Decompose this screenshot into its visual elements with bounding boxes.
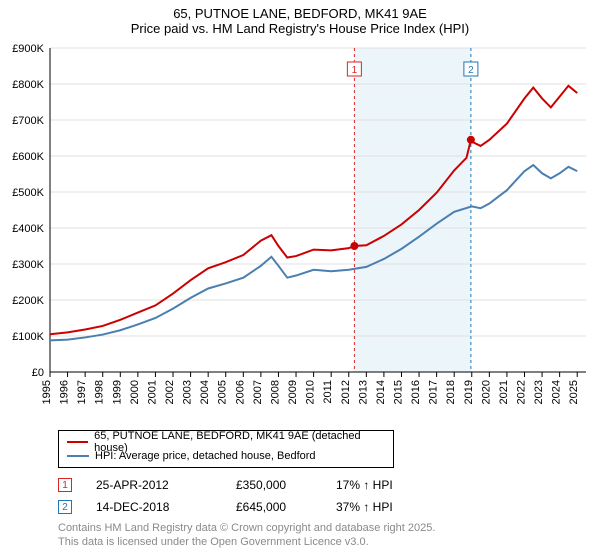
footer-line2: This data is licensed under the Open Gov…	[58, 536, 435, 550]
svg-text:2019: 2019	[463, 380, 475, 404]
legend-row-price-paid: 65, PUTNOE LANE, BEDFORD, MK41 9AE (deta…	[67, 435, 385, 449]
svg-text:2020: 2020	[480, 380, 492, 404]
svg-text:£200K: £200K	[12, 295, 44, 307]
svg-text:2015: 2015	[392, 380, 404, 404]
svg-text:2007: 2007	[252, 380, 264, 404]
sale-badge-1: 1	[58, 478, 72, 492]
footer-note: Contains HM Land Registry data © Crown c…	[58, 522, 435, 550]
svg-text:2022: 2022	[515, 380, 527, 404]
legend-label-1: HPI: Average price, detached house, Bedf…	[95, 450, 316, 462]
sale-badge-2: 2	[58, 500, 72, 514]
svg-text:2: 2	[468, 65, 474, 76]
svg-text:1996: 1996	[59, 380, 71, 404]
legend: 65, PUTNOE LANE, BEDFORD, MK41 9AE (deta…	[58, 430, 394, 468]
sale-price-2: £645,000	[236, 500, 336, 514]
legend-swatch-0	[67, 441, 88, 443]
figure-root: 65, PUTNOE LANE, BEDFORD, MK41 9AE Price…	[0, 0, 600, 560]
svg-text:1999: 1999	[111, 380, 123, 404]
sale-pct-1: 17% ↑ HPI	[336, 478, 436, 492]
sale-date-1: 25-APR-2012	[96, 478, 236, 492]
svg-text:2013: 2013	[357, 380, 369, 404]
svg-text:2025: 2025	[568, 380, 580, 404]
title-line1: 65, PUTNOE LANE, BEDFORD, MK41 9AE	[0, 6, 600, 21]
svg-text:2021: 2021	[498, 380, 510, 404]
sale-row-2: 2 14-DEC-2018 £645,000 37% ↑ HPI	[58, 496, 436, 518]
svg-text:2023: 2023	[533, 380, 545, 404]
svg-text:2012: 2012	[340, 380, 352, 404]
svg-text:1: 1	[352, 65, 358, 76]
legend-swatch-1	[67, 455, 89, 457]
sale-row-1: 1 25-APR-2012 £350,000 17% ↑ HPI	[58, 474, 436, 496]
svg-text:1997: 1997	[76, 380, 88, 404]
svg-text:2011: 2011	[322, 380, 334, 404]
title-block: 65, PUTNOE LANE, BEDFORD, MK41 9AE Price…	[0, 0, 600, 38]
svg-text:2024: 2024	[551, 380, 563, 404]
title-line2: Price paid vs. HM Land Registry's House …	[0, 21, 600, 36]
svg-text:1998: 1998	[94, 380, 106, 404]
sale-annotations: 1 25-APR-2012 £350,000 17% ↑ HPI 2 14-DE…	[58, 474, 436, 518]
svg-text:£400K: £400K	[12, 223, 44, 235]
svg-text:£0: £0	[32, 367, 44, 379]
footer-line1: Contains HM Land Registry data © Crown c…	[58, 522, 435, 536]
svg-text:£500K: £500K	[12, 187, 44, 199]
svg-text:2017: 2017	[428, 380, 440, 404]
svg-text:£300K: £300K	[12, 259, 44, 271]
svg-text:1995: 1995	[41, 380, 53, 404]
svg-text:£900K: £900K	[12, 43, 44, 55]
svg-text:2009: 2009	[287, 380, 299, 404]
svg-text:2006: 2006	[234, 380, 246, 404]
sale-price-1: £350,000	[236, 478, 336, 492]
svg-text:£600K: £600K	[12, 151, 44, 163]
sale-pct-2: 37% ↑ HPI	[336, 500, 436, 514]
svg-text:2016: 2016	[410, 380, 422, 404]
svg-text:2005: 2005	[217, 380, 229, 404]
svg-text:2001: 2001	[146, 380, 158, 404]
svg-text:2002: 2002	[164, 380, 176, 404]
svg-text:£100K: £100K	[12, 331, 44, 343]
chart-svg: £0 £100K £200K £300K £400K £500K £600K £700K £80…	[6, 42, 594, 422]
svg-text:2000: 2000	[129, 380, 141, 404]
sale-date-2: 14-DEC-2018	[96, 500, 236, 514]
svg-text:2018: 2018	[445, 380, 457, 404]
svg-text:2008: 2008	[269, 380, 281, 404]
svg-text:2014: 2014	[375, 380, 387, 404]
chart-area: £0 £100K £200K £300K £400K £500K £600K £700K £80…	[6, 42, 594, 422]
svg-text:£700K: £700K	[12, 115, 44, 127]
svg-text:2004: 2004	[199, 380, 211, 404]
svg-text:£800K: £800K	[12, 79, 44, 91]
svg-text:2010: 2010	[305, 380, 317, 404]
svg-text:2003: 2003	[182, 380, 194, 404]
